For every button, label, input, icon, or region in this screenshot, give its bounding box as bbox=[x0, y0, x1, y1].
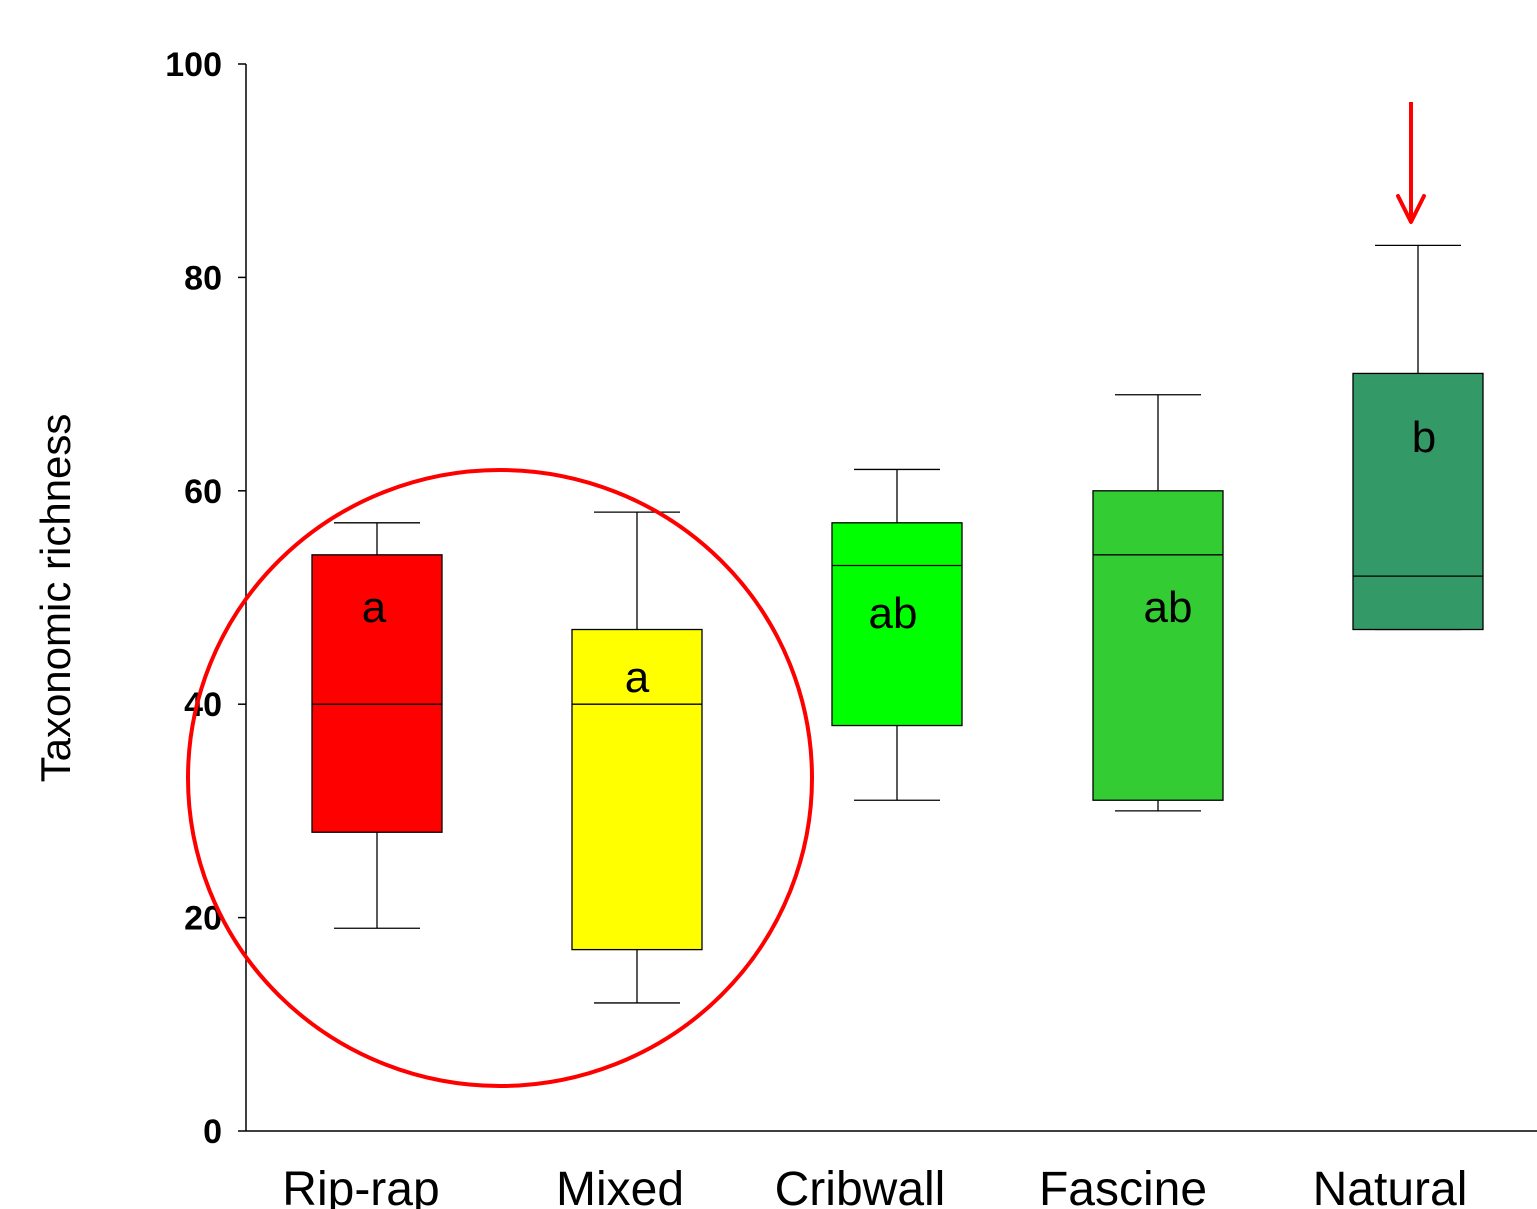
box-fascine bbox=[1092, 394, 1224, 812]
group-label-mixed: a bbox=[625, 653, 650, 702]
category-label: Fascine bbox=[1039, 1163, 1207, 1209]
y-tick-label: 100 bbox=[165, 46, 222, 84]
annotations-group bbox=[186, 102, 1426, 1088]
group-label-cribwall: ab bbox=[869, 589, 918, 638]
category-label: Rip-rap bbox=[282, 1163, 439, 1209]
iqr-box bbox=[1092, 490, 1224, 801]
category-label: Cribwall bbox=[775, 1163, 946, 1209]
category-label: Natural bbox=[1313, 1163, 1468, 1209]
iqr-box bbox=[831, 522, 963, 727]
group-label-natural: b bbox=[1412, 413, 1436, 462]
y-tick-label: 0 bbox=[203, 1113, 222, 1151]
category-label: Mixed bbox=[556, 1163, 684, 1209]
y-tick-label: 80 bbox=[184, 259, 222, 297]
group-label-fascine: ab bbox=[1144, 583, 1193, 632]
y-tick-label: 40 bbox=[184, 686, 222, 724]
box-cribwall bbox=[831, 468, 963, 801]
iqr-box bbox=[311, 554, 443, 833]
y-tick-label: 60 bbox=[184, 473, 222, 511]
y-axis-title: Taxonomic richness bbox=[32, 414, 79, 783]
iqr-box bbox=[571, 628, 703, 951]
box-rip-rap bbox=[311, 522, 443, 929]
iqr-box bbox=[1352, 372, 1484, 631]
category-labels: Rip-rap Mixed Cribwall Fascine Natural bbox=[282, 1163, 1467, 1209]
group-label-rip-rap: a bbox=[362, 583, 387, 632]
box-natural bbox=[1352, 244, 1484, 631]
highlight-circle bbox=[186, 468, 814, 1088]
arrow-head-icon bbox=[1396, 194, 1426, 224]
boxes-group: a a ab ab b bbox=[311, 244, 1484, 1004]
box-mixed bbox=[571, 511, 703, 1004]
